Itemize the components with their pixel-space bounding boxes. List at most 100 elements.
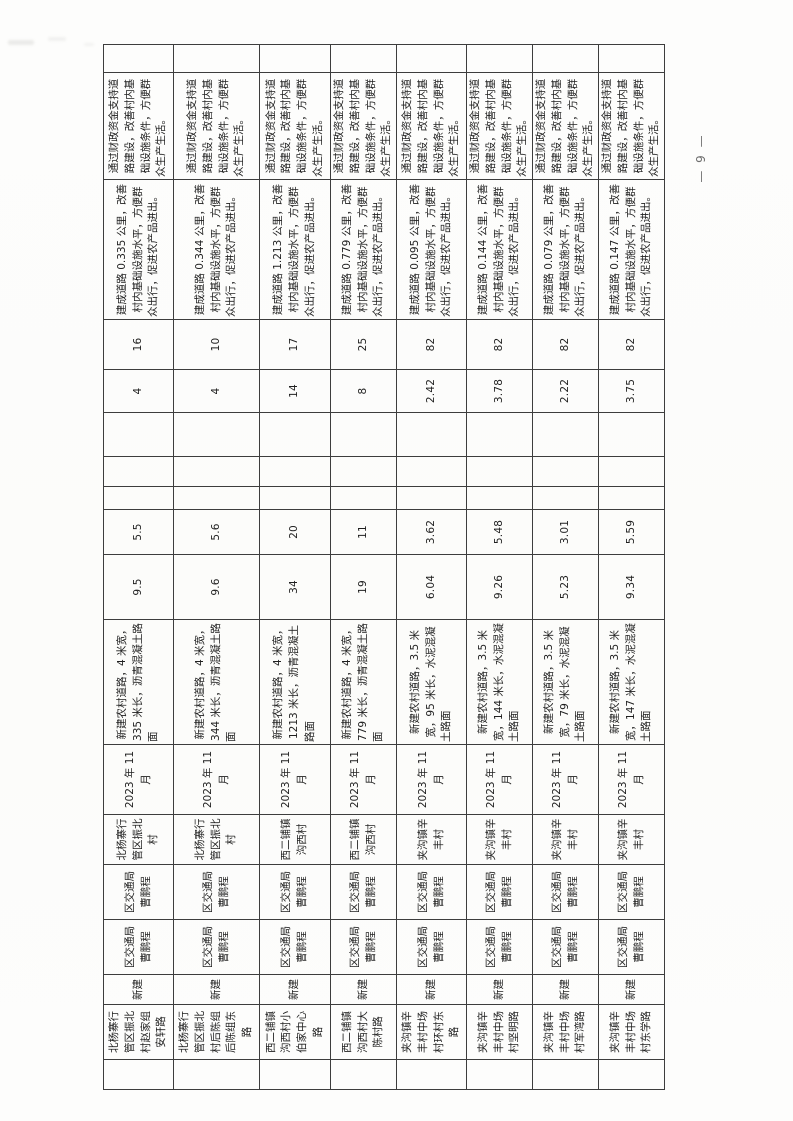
table-cell: 新建农村道路，3.5 米宽，144 米长，水泥混凝土路面 [466,619,533,745]
table-cell [259,1059,331,1090]
table-cell: 5.5 [103,509,174,555]
table-cell: 夹沟镇辛丰村中场村坚明路 [466,1004,533,1060]
table-cell: 2023 年 11 月 [396,744,467,815]
table-cell [466,44,533,73]
table-cell: 3.75 [598,369,665,413]
table-cell: 夹沟镇辛丰村 [598,814,665,865]
table-cell [396,1059,467,1090]
table-cell: 9.34 [598,554,665,620]
table-cell: 建成道路 0.344 公里，改善村内基础设施水平，方便群众出行，促进农产品进出。 [173,179,260,320]
table-cell [330,456,397,487]
table-cell [103,412,174,457]
table-cell: 建成道路 0.779 公里，改善村内基础设施水平，方便群众出行，促进农产品进出。 [330,179,397,320]
table-cell: 82 [396,319,467,370]
table-cell: 14 [259,369,331,413]
table-cell: 3.62 [396,509,467,555]
table-row: 夹沟镇辛丰村中场村环村东路 新建 区交通局 曹鹏程 区交通局 曹鹏程 夹沟镇辛丰村 202… [396,44,467,1090]
table-cell: 西二铺镇沟西村 [259,814,331,865]
table-row: 夹沟镇辛丰村中场村坚明路 新建 区交通局 曹鹏程 区交通局 曹鹏程 夹沟镇辛丰村 2023… [466,44,533,1090]
table-cell: 5.59 [598,509,665,555]
table-cell [173,1059,260,1090]
table-cell: 区交通局 曹鹏程 [173,864,260,920]
table-cell: 2023 年 11 月 [532,744,599,815]
table-cell [103,486,174,510]
table-cell: 5.48 [466,509,533,555]
table-row: 夹沟镇辛丰村中场村东学路 新建 区交通局 曹鹏程 区交通局 曹鹏程 夹沟镇辛丰村 2023… [598,44,665,1090]
table-cell [532,1059,599,1090]
table-cell: 新建农村道路，4 米宽，335 米长，沥青混凝土路面 [103,619,174,745]
table-cell: 9.26 [466,554,533,620]
table-cell: 建成道路 0.335 公里，改善村内基础设施水平，方便群众出行，促进农产品进出。 [103,179,174,320]
table-cell: 10 [173,319,260,370]
table-cell: 夹沟镇辛丰村 [466,814,533,865]
table-cell: 5.6 [173,509,260,555]
table-cell: 通过财政资金支持道路建设，改善村内基础设施条件，方便群众生产生活。 [466,72,533,180]
table-cell: 北杨寨行管区振北村后陈组后陈组东路 [173,1004,260,1060]
table-cell: 区交通局 曹鹏程 [466,864,533,920]
table-cell: 通过财政资金支持道路建设，改善村内基础设施条件，方便群众生产生活。 [532,72,599,180]
table-cell: 夹沟镇辛丰村 [396,814,467,865]
table-cell: 区交通局 曹鹏程 [330,919,397,975]
table-cell: 2.42 [396,369,467,413]
table-cell: 通过财政资金支持道路建设，改善村内基础设施条件，方便群众生产生活。 [330,72,397,180]
table-cell [259,44,331,73]
scan-smudge [8,40,34,45]
table-cell: 2023 年 11 月 [598,744,665,815]
table-cell [396,412,467,457]
table-cell: 82 [532,319,599,370]
table-cell [532,412,599,457]
table-cell: 北杨寨行管区振北村赵家组安轩路 [103,1004,174,1060]
table-cell [330,1059,397,1090]
table-row: 北杨寨行管区振北村后陈组后陈组东路 新建 区交通局 曹鹏程 区交通局 曹鹏程 北杨寨行管… [173,44,260,1090]
table-cell [103,44,174,73]
table-cell: 区交通局 曹鹏程 [103,919,174,975]
table-cell: 3.78 [466,369,533,413]
table-cell: 通过财政资金支持道路建设，改善村内基础设施条件，方便群众生产生活。 [173,72,260,180]
table-cell: 夹沟镇辛丰村 [532,814,599,865]
table-cell: 新建 [598,974,665,1005]
table-cell: 19 [330,554,397,620]
table-cell: 17 [259,319,331,370]
table-cell: 3.01 [532,509,599,555]
table-cell [259,486,331,510]
table-cell: 区交通局 曹鹏程 [396,919,467,975]
project-schedule-table: 北杨寨行管区振北村赵家组安轩路 新建 区交通局 曹鹏程 区交通局 曹鹏程 北杨寨行管区振… [103,44,665,1090]
table-cell: 4 [173,369,260,413]
table-cell [103,456,174,487]
table-cell: 区交通局 曹鹏程 [532,919,599,975]
table-cell [598,44,665,73]
table-cell: 新建农村道路，4 米宽，779 米长，沥青混凝土路面 [330,619,397,745]
table-cell: 8 [330,369,397,413]
table-cell: 2.22 [532,369,599,413]
table-cell: 新建农村道路，3.5 米宽，95 米长，水泥混凝土路面 [396,619,467,745]
table-cell: 9.5 [103,554,174,620]
table-cell: 区交通局 曹鹏程 [532,864,599,920]
table-cell [598,486,665,510]
table-row: 夹沟镇辛丰村中场村军湾路 新建 区交通局 曹鹏程 区交通局 曹鹏程 夹沟镇辛丰村 2023… [532,44,599,1090]
table-cell: 通过财政资金支持道路建设，改善村内基础设施条件，方便群众生产生活。 [103,72,174,180]
table-cell: 通过财政资金支持道路建设，改善村内基础设施条件，方便群众生产生活。 [598,72,665,180]
table-cell [532,44,599,73]
scan-smudge [48,37,66,41]
table-cell: 西二铺镇沟西村小伯家中心路 [259,1004,331,1060]
table-cell [598,1059,665,1090]
table-cell: 建成道路 0.079 公里，改善村内基础设施水平，方便群众出行，促进农产品进出。 [532,179,599,320]
table-cell: 新建 [103,974,174,1005]
table-cell [173,44,260,73]
table-cell [173,486,260,510]
table-cell: 9.6 [173,554,260,620]
scan-smudge [84,43,94,46]
table-cell: 25 [330,319,397,370]
table-cell: 82 [466,319,533,370]
table-cell: 新建农村道路，3.5 米宽，79 米长，水泥混凝土路面 [532,619,599,745]
table-cell: 6.04 [396,554,467,620]
table-cell: 新建 [532,974,599,1005]
table-cell [532,456,599,487]
table-cell [396,456,467,487]
table-cell: 西二铺镇沟西村 [330,814,397,865]
table-cell: 夹沟镇辛丰村中场村军湾路 [532,1004,599,1060]
table-row: 西二铺镇沟西村大陈村路 新建 区交通局 曹鹏程 区交通局 曹鹏程 西二铺镇沟西村 2023… [330,44,397,1090]
table-cell: 16 [103,319,174,370]
table-cell: 区交通局 曹鹏程 [173,919,260,975]
